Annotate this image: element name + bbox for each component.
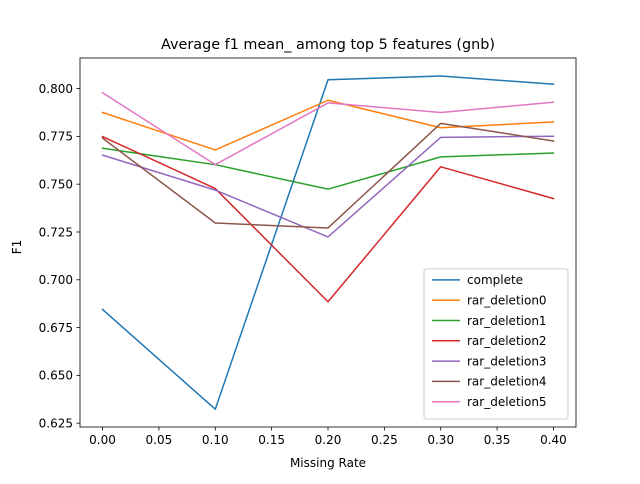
y-tick-label: 0.750 [39, 177, 73, 191]
y-tick-label: 0.675 [39, 321, 73, 335]
series-line-rar-deletion3 [101, 135, 555, 238]
y-tick-label: 0.700 [39, 273, 73, 287]
x-tick-label: 0.10 [202, 433, 229, 447]
series-line-rar-deletion5 [101, 91, 555, 166]
x-tick-label: 0.30 [427, 433, 454, 447]
x-tick-label: 0.15 [258, 433, 285, 447]
y-axis-title: F1 [10, 240, 24, 255]
series-line-rar-deletion0 [101, 99, 555, 151]
legend-label: rar_deletion2 [467, 334, 547, 348]
legend-label: rar_deletion0 [467, 294, 547, 308]
series-line-rar-deletion2 [101, 135, 555, 303]
series-layer [101, 75, 555, 410]
x-tick-label: 0.05 [146, 433, 173, 447]
y-tick-label: 0.775 [39, 130, 73, 144]
y-tick-label: 0.625 [39, 416, 73, 430]
legend-label: rar_deletion3 [467, 354, 547, 368]
series-line-complete [101, 75, 555, 410]
x-tick-label: 0.40 [540, 433, 567, 447]
legend-label: rar_deletion4 [467, 375, 547, 389]
legend-label: rar_deletion1 [467, 314, 547, 328]
series-line-rar-deletion1 [101, 147, 555, 190]
y-tick-label: 0.800 [39, 82, 73, 96]
x-tick-label: 0.25 [371, 433, 398, 447]
y-tick-label: 0.650 [39, 369, 73, 383]
series-line-rar-deletion4 [101, 122, 555, 229]
axes-layer: 0.00 0.05 0.10 0.15 0.20 0.25 0.30 0.35 0.40 0.62… [39, 57, 577, 447]
legend: complete rar_deletion0 rar_deletion1 rar_de… [423, 268, 569, 420]
legend-label: rar_deletion5 [467, 395, 547, 409]
legend-label: complete [467, 273, 523, 287]
x-tick-label: 0.20 [315, 433, 342, 447]
x-tick-label: 0.35 [484, 433, 511, 447]
x-axis-title: Missing Rate [290, 456, 366, 470]
chart-title: Average f1 mean_ among top 5 features (g… [161, 37, 495, 53]
y-tick-label: 0.725 [39, 225, 73, 239]
x-tick-label: 0.00 [89, 433, 116, 447]
